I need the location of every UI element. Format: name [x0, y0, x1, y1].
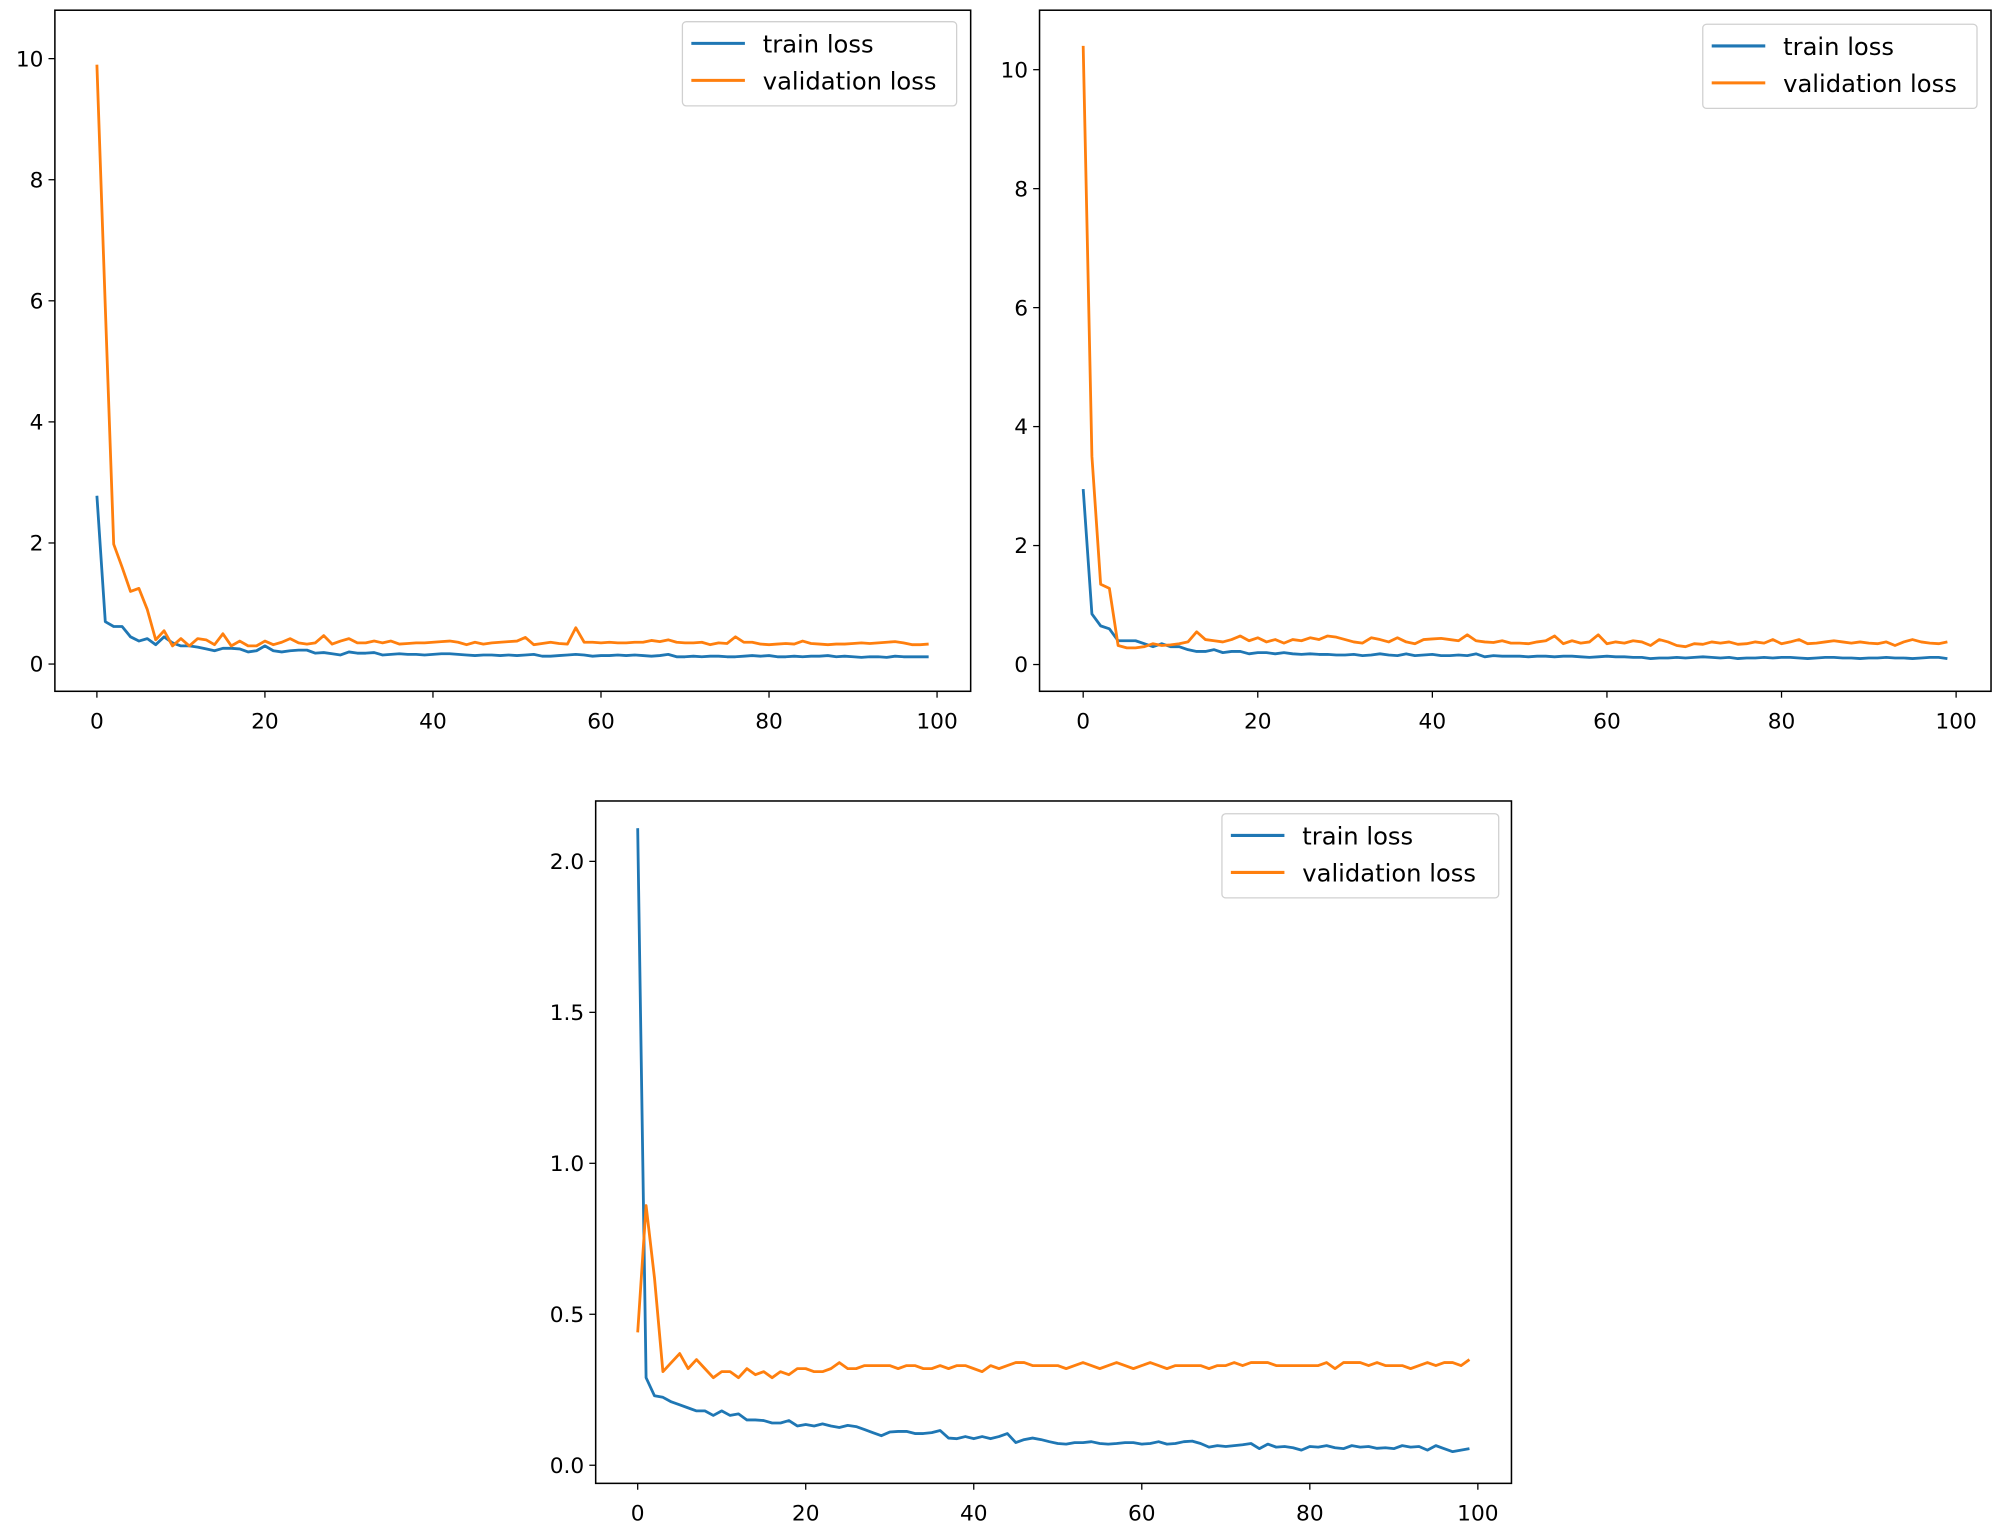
x-tick-label: 20 [792, 1501, 820, 1526]
x-tick-label: 0 [90, 709, 104, 734]
y-tick-label: 2 [30, 532, 44, 557]
x-tick-label: 20 [251, 709, 279, 734]
chart-top-left: 0 20 40 60 80 100 0 2 4 6 8 10 train loss validation … [16, 9, 972, 734]
chart-top-right: 0 20 40 60 80 100 0 2 4 6 8 10 train loss validation … [1000, 9, 1992, 734]
x-tick-label: 100 [1935, 709, 1976, 734]
x-tick-label: 0 [1076, 709, 1090, 734]
axes-frame [1038, 9, 1992, 693]
y-tick-label: 2 [1014, 534, 1028, 559]
y-tick-label: 8 [30, 168, 44, 193]
x-tick-label: 100 [1457, 1501, 1498, 1526]
train-loss-line [1081, 488, 1948, 660]
x-tick-label: 80 [1768, 709, 1796, 734]
legend-label: validation loss [1783, 70, 1957, 98]
train-loss-line [636, 828, 1470, 1454]
y-tick-label: 0.0 [550, 1454, 584, 1479]
legend-box [681, 21, 958, 107]
axes-frame [594, 800, 1513, 1485]
legend-label: validation loss [763, 67, 937, 95]
x-tick-label: 60 [1128, 1501, 1156, 1526]
validation-loss-line [95, 64, 929, 648]
x-tick-label: 80 [755, 709, 783, 734]
y-tick-label: 1.0 [550, 1152, 584, 1177]
validation-loss-line [1081, 45, 1948, 650]
legend-label: train loss [763, 30, 874, 58]
x-tick-label: 0 [631, 1501, 645, 1526]
train-loss-line [95, 495, 929, 659]
legend: train loss validation loss [681, 21, 958, 107]
x-tick-label: 40 [1419, 709, 1447, 734]
y-tick-label: 4 [1014, 415, 1028, 440]
legend-box [1221, 813, 1500, 899]
legend: train loss validation loss [1221, 813, 1500, 899]
x-tick-label: 100 [916, 709, 957, 734]
x-tick-label: 60 [587, 709, 615, 734]
x-tick-label: 20 [1244, 709, 1272, 734]
y-tick-label: 4 [30, 411, 44, 436]
legend-label: train loss [1783, 33, 1894, 61]
y-tick-label: 6 [30, 289, 44, 314]
x-tick-label: 40 [960, 1501, 988, 1526]
y-tick-label: 6 [1014, 296, 1028, 321]
y-tick-label: 0.5 [550, 1303, 584, 1328]
y-tick-label: 0 [30, 653, 44, 678]
y-tick-label: 10 [1000, 58, 1028, 83]
x-tick-label: 80 [1296, 1501, 1324, 1526]
legend-box [1702, 23, 1978, 110]
y-tick-label: 8 [1014, 177, 1028, 202]
axes-frame [54, 9, 972, 693]
y-tick-label: 0 [1014, 653, 1028, 678]
y-tick-label: 1.5 [550, 1001, 584, 1026]
validation-loss-line [636, 1204, 1471, 1380]
legend: train loss validation loss [1702, 23, 1978, 110]
y-tick-label: 10 [16, 47, 44, 72]
y-tick-label: 2.0 [550, 850, 584, 875]
x-tick-label: 40 [419, 709, 447, 734]
legend-label: validation loss [1302, 859, 1476, 887]
x-tick-label: 60 [1593, 709, 1621, 734]
legend-label: train loss [1302, 822, 1413, 850]
chart-bottom: 0 20 40 60 80 100 0.0 0.5 1.0 1.5 2.0 train loss val… [550, 800, 1513, 1526]
